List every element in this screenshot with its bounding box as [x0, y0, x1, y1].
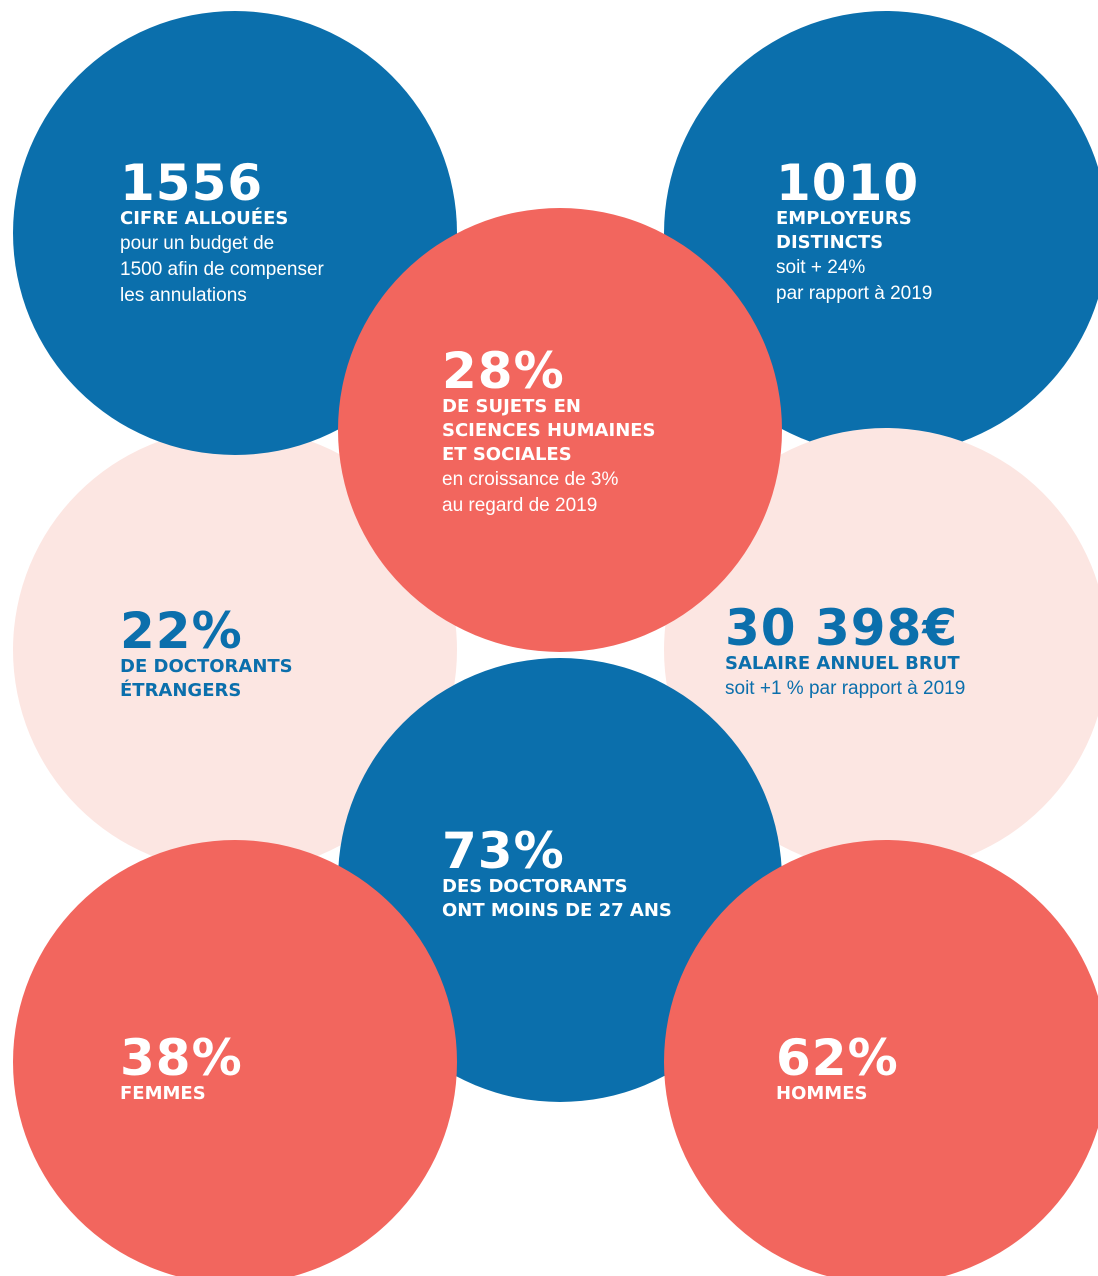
circle-blue-top-left — [13, 11, 457, 455]
stat-value: 30 398€ — [725, 599, 958, 657]
stat-text: par rapport à 2019 — [776, 283, 932, 304]
stat-heading: ÉTRANGERS — [120, 679, 241, 701]
stat-text: au regard de 2019 — [442, 495, 597, 516]
stat-heading: ET SOCIALES — [442, 444, 572, 465]
stat-heading: DES DOCTORANTS — [442, 876, 628, 897]
stat-heading: HOMMES — [776, 1083, 867, 1104]
stat-text: pour un budget de — [120, 233, 274, 254]
circle-coral-center — [338, 208, 782, 652]
stat-heading: DE DOCTORANTS — [120, 656, 293, 677]
stat-text: 1500 afin de compenser — [120, 259, 325, 280]
circle-pink-left — [13, 428, 457, 872]
stat-heading: DE SUJETS EN — [442, 396, 581, 417]
circle-pink-right — [664, 428, 1098, 872]
stat-heading: ONT MOINS DE 27 ANS — [442, 900, 672, 921]
stat-heading: SCIENCES HUMAINES — [442, 420, 656, 441]
stat-value: 62% — [776, 1029, 899, 1087]
circle-coral-bottom-right — [664, 840, 1098, 1276]
stat-text: soit +1 % par rapport à 2019 — [725, 678, 965, 699]
stat-value: 28% — [442, 342, 565, 400]
circle-blue-top-right — [664, 11, 1098, 455]
circle-blue-center — [338, 658, 782, 1102]
stat-text: soit + 24% — [776, 257, 865, 278]
stat-value: 73% — [442, 822, 565, 880]
stat-heading: EMPLOYEURS — [776, 208, 912, 229]
stat-heading: DISTINCTS — [776, 232, 883, 253]
stat-heading: SALAIRE ANNUEL BRUT — [725, 653, 960, 674]
stat-heading: FEMMES — [120, 1083, 206, 1104]
stat-heading: CIFRE ALLOUÉES — [120, 207, 288, 229]
stat-value: 22% — [120, 602, 243, 660]
stat-value: 1556 — [120, 154, 263, 212]
stat-value: 1010 — [776, 154, 919, 212]
stat-value: 38% — [120, 1029, 243, 1087]
stat-text: les annulations — [120, 285, 247, 306]
circle-coral-bottom-left — [13, 840, 457, 1276]
stat-text: en croissance de 3% — [442, 469, 618, 490]
